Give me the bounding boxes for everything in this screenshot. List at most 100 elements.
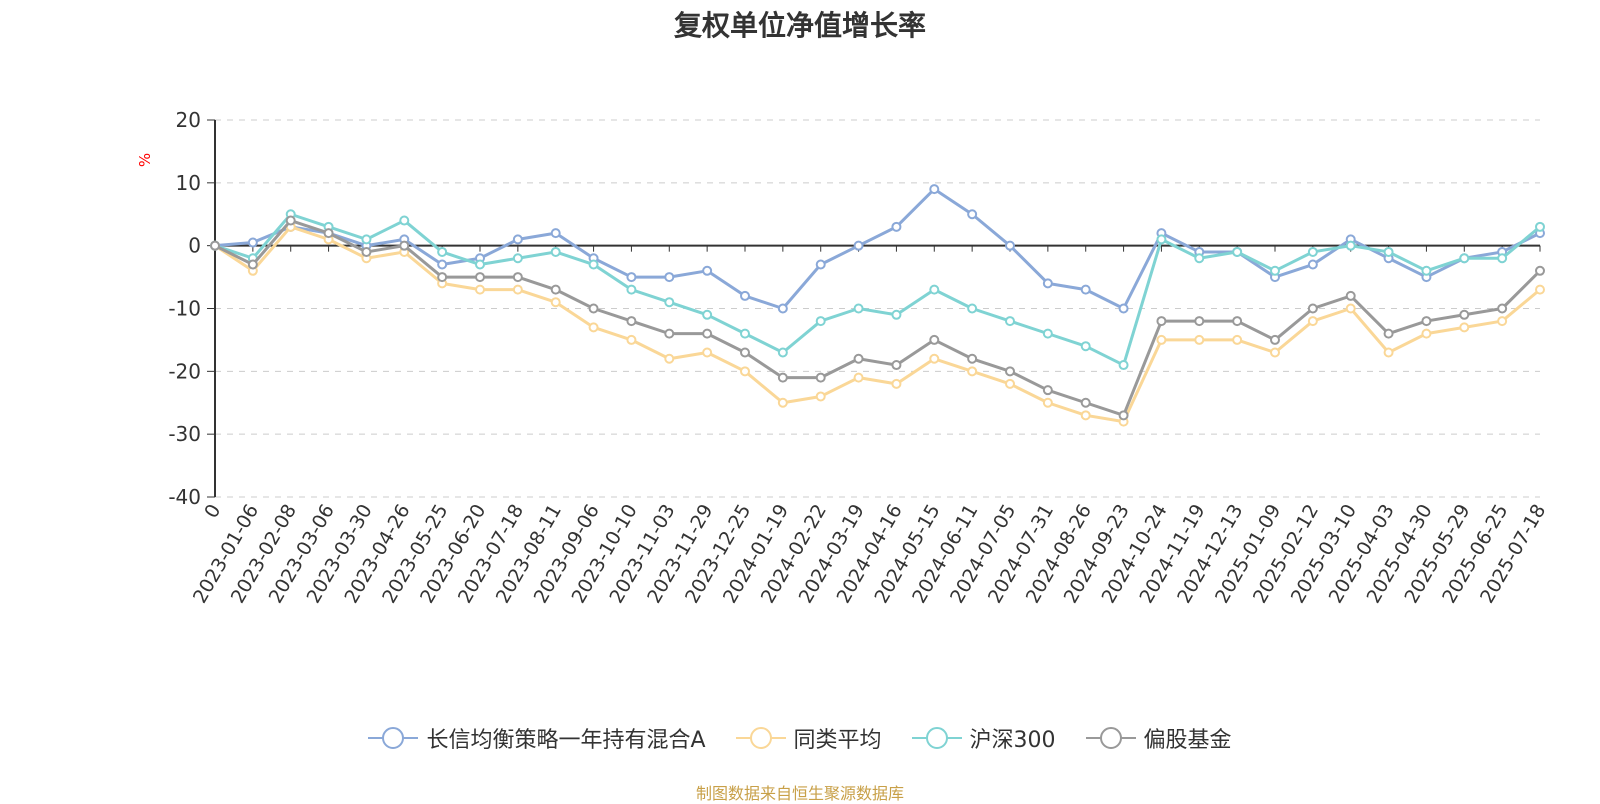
data-point-s2-21[interactable] xyxy=(1005,316,1015,327)
data-point-s3-12[interactable] xyxy=(664,328,675,339)
data-point-s3-21[interactable] xyxy=(1005,366,1015,377)
data-point-s1-10[interactable] xyxy=(588,322,599,333)
data-point-s0-13[interactable] xyxy=(702,265,713,276)
data-point-s0-22[interactable] xyxy=(1042,278,1053,289)
data-point-s0-19[interactable] xyxy=(929,184,940,195)
data-point-s1-33[interactable] xyxy=(1459,322,1470,333)
data-point-s3-30[interactable] xyxy=(1345,290,1356,301)
data-point-s3-13[interactable] xyxy=(702,328,713,339)
data-point-s0-21[interactable] xyxy=(1005,240,1015,251)
data-point-s1-15[interactable] xyxy=(777,397,788,408)
data-point-s0-16[interactable] xyxy=(815,259,826,270)
legend-item-2[interactable]: 沪深300 xyxy=(911,722,1056,754)
data-point-s3-16[interactable] xyxy=(815,372,826,383)
data-point-s0-6[interactable] xyxy=(437,259,448,270)
data-point-s2-34[interactable] xyxy=(1497,253,1508,264)
data-point-s3-15[interactable] xyxy=(777,372,788,383)
data-point-s2-28[interactable] xyxy=(1270,265,1280,276)
data-point-s3-5[interactable] xyxy=(399,240,410,251)
data-point-s1-31[interactable] xyxy=(1383,347,1394,358)
legend-item-0[interactable]: 长信均衡策略一年持有混合A xyxy=(368,722,706,754)
data-point-s3-22[interactable] xyxy=(1042,385,1053,396)
data-point-s3-29[interactable] xyxy=(1307,303,1318,314)
data-point-s2-12[interactable] xyxy=(664,297,675,308)
data-point-s3-11[interactable] xyxy=(626,316,637,327)
data-point-s3-24[interactable] xyxy=(1118,410,1129,421)
data-point-s0-24[interactable] xyxy=(1118,303,1129,314)
data-point-s1-18[interactable] xyxy=(891,378,902,389)
data-point-s0-15[interactable] xyxy=(777,303,788,314)
data-point-s2-35[interactable] xyxy=(1535,221,1545,232)
data-point-s3-8[interactable] xyxy=(512,272,523,283)
data-point-s3-2[interactable] xyxy=(285,215,296,226)
data-point-s1-22[interactable] xyxy=(1042,397,1053,408)
data-point-s2-30[interactable] xyxy=(1345,240,1356,251)
data-point-s1-20[interactable] xyxy=(967,366,978,377)
data-point-s3-28[interactable] xyxy=(1270,334,1280,345)
data-point-s2-6[interactable] xyxy=(437,246,448,257)
data-point-s3-1[interactable] xyxy=(247,259,258,270)
data-point-s3-25[interactable] xyxy=(1156,316,1167,327)
data-point-s1-16[interactable] xyxy=(815,391,826,402)
data-point-s3-32[interactable] xyxy=(1421,316,1432,327)
data-point-s2-14[interactable] xyxy=(740,328,750,339)
data-point-s3-0[interactable] xyxy=(210,240,220,251)
data-point-s0-20[interactable] xyxy=(967,209,978,220)
data-point-s1-14[interactable] xyxy=(740,366,750,377)
data-point-s1-8[interactable] xyxy=(512,284,523,295)
data-point-s3-33[interactable] xyxy=(1459,309,1470,320)
data-point-s2-8[interactable] xyxy=(512,253,523,264)
data-point-s1-32[interactable] xyxy=(1421,328,1432,339)
data-point-s3-20[interactable] xyxy=(967,353,978,364)
data-point-s0-9[interactable] xyxy=(550,228,561,239)
data-point-s0-14[interactable] xyxy=(740,290,750,301)
data-point-s2-26[interactable] xyxy=(1194,253,1205,264)
data-point-s3-10[interactable] xyxy=(588,303,599,314)
data-point-s1-19[interactable] xyxy=(929,353,940,364)
data-point-s1-9[interactable] xyxy=(550,297,561,308)
data-point-s0-23[interactable] xyxy=(1080,284,1091,295)
data-point-s1-12[interactable] xyxy=(664,353,675,364)
data-point-s3-7[interactable] xyxy=(475,272,485,283)
data-point-s3-14[interactable] xyxy=(740,347,750,358)
data-point-s0-29[interactable] xyxy=(1307,259,1318,270)
data-point-s2-20[interactable] xyxy=(967,303,978,314)
data-point-s2-29[interactable] xyxy=(1307,246,1318,257)
data-point-s2-10[interactable] xyxy=(588,259,599,270)
data-point-s3-31[interactable] xyxy=(1383,328,1394,339)
data-point-s1-28[interactable] xyxy=(1270,347,1280,358)
data-point-s3-26[interactable] xyxy=(1194,316,1205,327)
data-point-s3-3[interactable] xyxy=(323,228,334,239)
data-point-s2-32[interactable] xyxy=(1421,265,1432,276)
legend-item-1[interactable]: 同类平均 xyxy=(735,722,882,754)
data-point-s3-35[interactable] xyxy=(1535,265,1545,276)
data-point-s3-17[interactable] xyxy=(853,353,864,364)
data-point-s1-25[interactable] xyxy=(1156,334,1167,345)
data-point-s2-7[interactable] xyxy=(475,259,485,270)
data-point-s1-17[interactable] xyxy=(853,372,864,383)
data-point-s2-9[interactable] xyxy=(550,246,561,257)
data-point-s2-22[interactable] xyxy=(1042,328,1053,339)
data-point-s1-30[interactable] xyxy=(1345,303,1356,314)
data-point-s2-16[interactable] xyxy=(815,316,826,327)
data-point-s1-26[interactable] xyxy=(1194,334,1205,345)
data-point-s2-17[interactable] xyxy=(853,303,864,314)
data-point-s2-5[interactable] xyxy=(399,215,410,226)
data-point-s3-23[interactable] xyxy=(1080,397,1091,408)
data-point-s1-11[interactable] xyxy=(626,334,637,345)
data-point-s2-13[interactable] xyxy=(702,309,713,320)
data-point-s3-18[interactable] xyxy=(891,360,902,371)
data-point-s2-25[interactable] xyxy=(1156,234,1167,245)
data-point-s0-17[interactable] xyxy=(853,240,864,251)
data-point-s2-11[interactable] xyxy=(626,284,637,295)
data-point-s1-27[interactable] xyxy=(1232,334,1243,345)
data-point-s2-27[interactable] xyxy=(1232,246,1243,257)
data-point-s2-18[interactable] xyxy=(891,309,902,320)
data-point-s0-18[interactable] xyxy=(891,221,902,232)
data-point-s2-24[interactable] xyxy=(1118,360,1129,371)
data-point-s2-31[interactable] xyxy=(1383,246,1394,257)
data-point-s3-19[interactable] xyxy=(929,334,940,345)
data-point-s2-4[interactable] xyxy=(361,234,372,245)
data-point-s0-11[interactable] xyxy=(626,272,637,283)
data-point-s1-7[interactable] xyxy=(475,284,485,295)
